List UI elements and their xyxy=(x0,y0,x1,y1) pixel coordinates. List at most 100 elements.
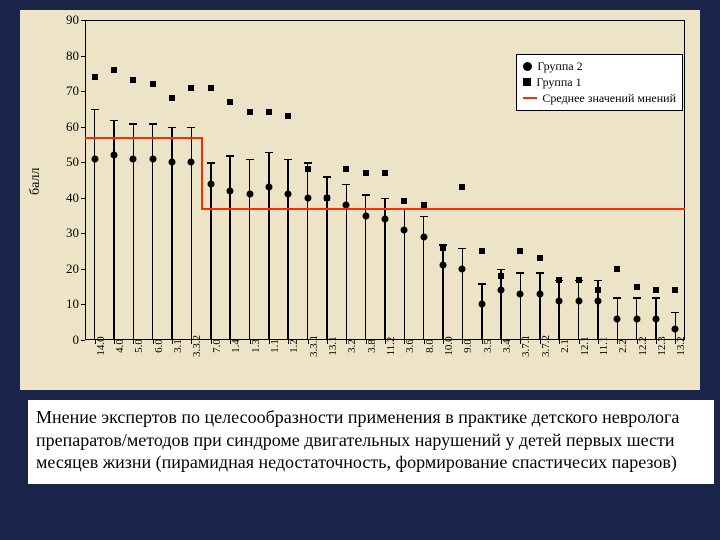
group2-marker xyxy=(517,290,524,297)
stem xyxy=(210,184,212,340)
group2-marker xyxy=(652,315,659,322)
group2-marker xyxy=(556,297,563,304)
group2-marker xyxy=(575,297,582,304)
group2-marker xyxy=(304,194,311,201)
y-axis-label: балл xyxy=(28,168,44,195)
stem xyxy=(520,294,522,340)
group1-marker xyxy=(479,248,485,254)
stem xyxy=(326,198,328,340)
y-tick-label: 70 xyxy=(66,83,79,99)
stem xyxy=(307,198,309,340)
stem xyxy=(481,304,483,340)
group1-marker xyxy=(421,202,427,208)
x-tick-label: 12.1 xyxy=(579,336,591,355)
stem xyxy=(442,265,444,340)
x-tick-label: 3.4 xyxy=(501,339,513,353)
group1-marker xyxy=(92,74,98,80)
group2-marker xyxy=(594,297,601,304)
x-tick-label: 2.1 xyxy=(559,339,571,353)
x-tick-label: 8.0 xyxy=(424,339,436,353)
x-tick-label: 3.8 xyxy=(366,339,378,353)
legend-label: Группа 2 xyxy=(537,58,582,74)
group1-marker xyxy=(653,287,659,293)
group2-marker xyxy=(91,155,98,162)
x-tick-label: 6.0 xyxy=(153,339,165,353)
group1-marker xyxy=(305,166,311,172)
group2-marker xyxy=(478,301,485,308)
x-tick-label: 12.3 xyxy=(656,336,668,355)
stem xyxy=(113,155,115,340)
plot-area: Группа 2Группа 1Среднее значений мнений … xyxy=(85,20,685,340)
group1-marker xyxy=(672,287,678,293)
group1-marker xyxy=(188,85,194,91)
y-tick-label: 50 xyxy=(66,154,79,170)
stem xyxy=(539,294,541,340)
group1-marker xyxy=(208,85,214,91)
group1-marker xyxy=(247,109,253,115)
group1-marker xyxy=(576,277,582,283)
stem xyxy=(287,194,289,340)
group2-marker xyxy=(111,152,118,159)
stem xyxy=(365,216,367,340)
x-tick-label: 1.4 xyxy=(230,339,242,353)
stem xyxy=(404,230,406,340)
group1-marker xyxy=(111,67,117,73)
x-tick-label: 4.0 xyxy=(114,339,126,353)
x-tick-label: 5.0 xyxy=(133,339,145,353)
group2-marker xyxy=(362,212,369,219)
group2-marker xyxy=(420,233,427,240)
group1-marker xyxy=(150,81,156,87)
group1-marker xyxy=(556,277,562,283)
x-tick-label: 10.0 xyxy=(443,336,455,355)
stem xyxy=(94,159,96,340)
group2-marker xyxy=(382,216,389,223)
y-tick-label: 40 xyxy=(66,190,79,206)
stem xyxy=(558,301,560,340)
legend-item: Группа 1 xyxy=(523,74,676,90)
stem xyxy=(191,162,193,340)
x-tick-label: 14.0 xyxy=(95,336,107,355)
group1-marker xyxy=(440,245,446,251)
line-icon xyxy=(523,97,537,99)
group1-marker xyxy=(266,109,272,115)
stem xyxy=(133,159,135,340)
group1-marker xyxy=(401,198,407,204)
group1-marker xyxy=(382,170,388,176)
group1-marker xyxy=(537,255,543,261)
x-tick-label: 3.6 xyxy=(404,339,416,353)
group2-marker xyxy=(498,287,505,294)
stem xyxy=(229,191,231,340)
x-tick-label: 9.0 xyxy=(462,339,474,353)
group1-marker xyxy=(130,77,136,83)
x-tick-label: 13.2 xyxy=(675,336,687,355)
legend: Группа 2Группа 1Среднее значений мнений xyxy=(516,54,683,111)
y-tick-label: 80 xyxy=(66,48,79,64)
group2-marker xyxy=(536,290,543,297)
group2-marker xyxy=(188,159,195,166)
chart-container: балл Группа 2Группа 1Среднее значений мн… xyxy=(20,10,700,390)
legend-label: Среднее значений мнений xyxy=(542,90,676,106)
stem xyxy=(597,301,599,340)
x-tick-label: 3.2 xyxy=(346,339,358,353)
square-icon xyxy=(523,78,531,86)
group1-marker xyxy=(498,273,504,279)
x-tick-label: 1.3 xyxy=(250,339,262,353)
group1-marker xyxy=(459,184,465,190)
group2-marker xyxy=(246,191,253,198)
y-tick-label: 30 xyxy=(66,225,79,241)
caption-text: Мнение экспертов по целесообразности при… xyxy=(28,400,714,484)
x-tick-label: 1.2 xyxy=(288,339,300,353)
x-tick-label: 1.1 xyxy=(269,339,281,353)
y-tick-label: 10 xyxy=(66,296,79,312)
x-tick-label: 7.0 xyxy=(211,339,223,353)
x-tick-label: 3.1 xyxy=(172,339,184,353)
legend-item: Среднее значений мнений xyxy=(523,90,676,106)
group1-marker xyxy=(517,248,523,254)
x-tick-label: 12.2 xyxy=(637,336,649,355)
group2-marker xyxy=(343,201,350,208)
y-tick-label: 20 xyxy=(66,261,79,277)
stem xyxy=(346,205,348,340)
x-tick-label: 3.5 xyxy=(482,339,494,353)
group2-marker xyxy=(169,159,176,166)
group2-marker xyxy=(633,315,640,322)
